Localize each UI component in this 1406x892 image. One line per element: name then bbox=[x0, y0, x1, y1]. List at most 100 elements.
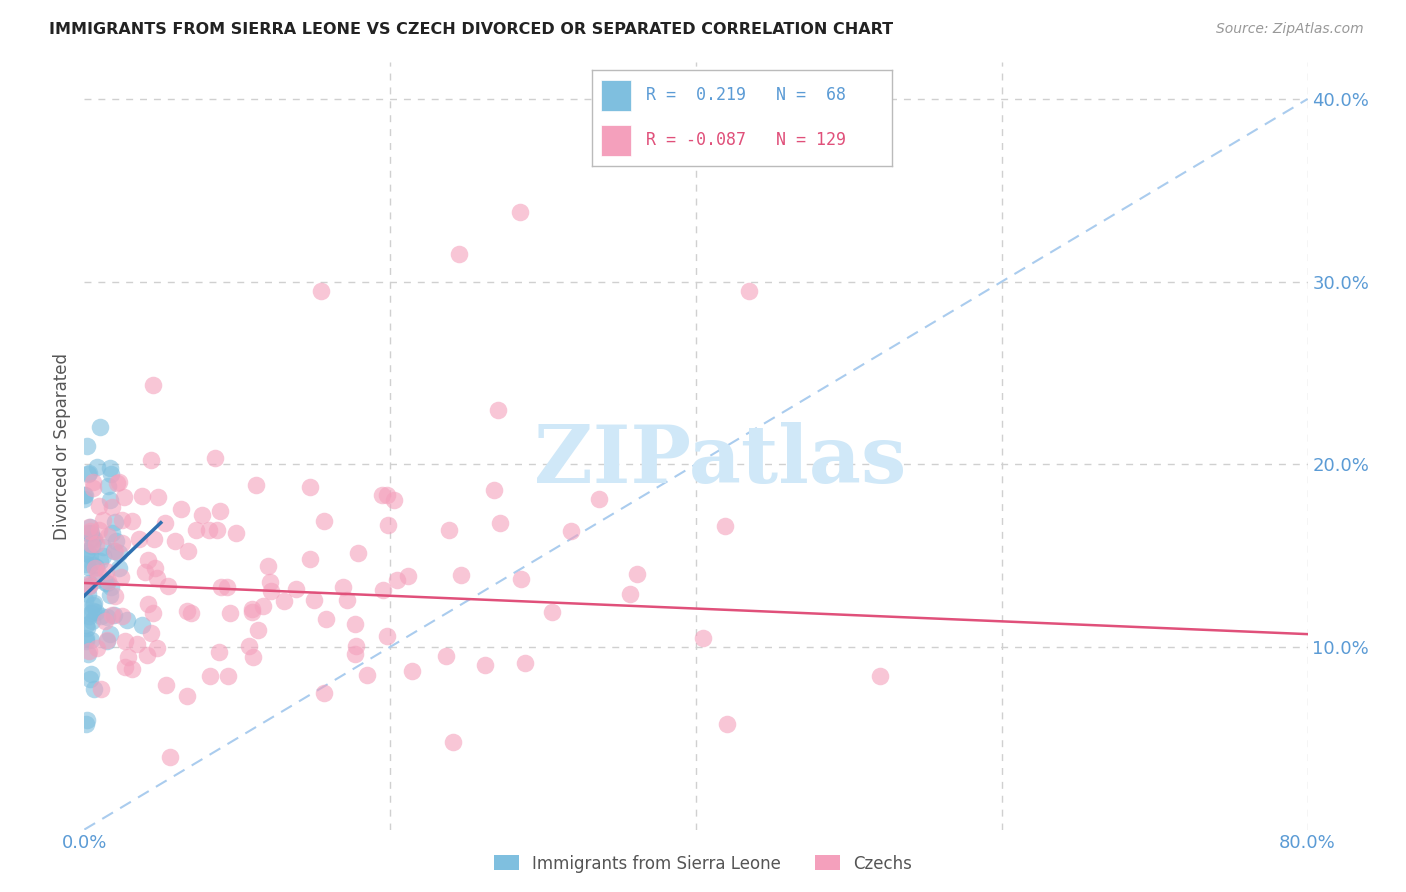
Point bbox=[176, 689, 198, 703]
Point bbox=[209, 503, 232, 517]
Point bbox=[111, 536, 134, 550]
Point bbox=[86, 537, 108, 551]
Point bbox=[198, 523, 221, 537]
Point bbox=[107, 475, 129, 490]
Point bbox=[107, 545, 129, 559]
Point bbox=[84, 560, 107, 574]
Point bbox=[302, 592, 325, 607]
Point bbox=[97, 529, 120, 543]
Point bbox=[384, 492, 406, 507]
Point bbox=[89, 554, 111, 568]
Point bbox=[240, 602, 263, 616]
Point bbox=[79, 524, 101, 539]
Point bbox=[80, 537, 103, 551]
Point bbox=[155, 516, 177, 531]
Point bbox=[96, 633, 118, 648]
Point bbox=[155, 678, 177, 692]
Point bbox=[139, 626, 162, 640]
Text: ZIPatlas: ZIPatlas bbox=[534, 422, 907, 500]
Point bbox=[98, 627, 121, 641]
Point bbox=[112, 490, 135, 504]
Point bbox=[103, 543, 125, 558]
Point bbox=[80, 539, 103, 553]
Point bbox=[626, 567, 648, 582]
Point bbox=[104, 544, 127, 558]
Point bbox=[79, 576, 101, 591]
Point bbox=[121, 514, 143, 528]
Point bbox=[90, 681, 112, 696]
Point bbox=[89, 419, 111, 434]
Point bbox=[121, 662, 143, 676]
Point bbox=[114, 633, 136, 648]
Text: IMMIGRANTS FROM SIERRA LEONE VS CZECH DIVORCED OR SEPARATED CORRELATION CHART: IMMIGRANTS FROM SIERRA LEONE VS CZECH DI… bbox=[49, 22, 893, 37]
Point bbox=[100, 581, 122, 595]
Point bbox=[131, 618, 153, 632]
Point bbox=[105, 475, 128, 490]
Point bbox=[90, 608, 112, 623]
Point bbox=[80, 525, 103, 540]
Point bbox=[447, 247, 470, 261]
Point bbox=[474, 658, 496, 673]
Point bbox=[117, 649, 139, 664]
Point bbox=[252, 599, 274, 613]
Point bbox=[716, 717, 738, 731]
Point bbox=[401, 664, 423, 678]
Point bbox=[257, 559, 280, 574]
Point bbox=[343, 617, 366, 632]
Point bbox=[541, 605, 564, 619]
Point bbox=[77, 647, 100, 661]
Point bbox=[83, 532, 105, 546]
Point bbox=[75, 633, 97, 648]
Point bbox=[82, 604, 104, 618]
Point bbox=[157, 579, 180, 593]
Point bbox=[75, 546, 97, 560]
Point bbox=[245, 478, 267, 492]
Point bbox=[513, 656, 536, 670]
Point bbox=[163, 533, 186, 548]
Point bbox=[371, 583, 394, 598]
Point bbox=[96, 634, 118, 648]
Point bbox=[79, 549, 101, 563]
Point bbox=[198, 669, 221, 683]
Point bbox=[76, 439, 98, 453]
Point bbox=[242, 649, 264, 664]
Point bbox=[79, 606, 101, 620]
Point bbox=[738, 284, 761, 298]
Point bbox=[82, 481, 104, 495]
Point bbox=[215, 580, 238, 594]
Point bbox=[76, 713, 98, 727]
Point bbox=[142, 378, 165, 392]
Point bbox=[75, 618, 97, 632]
Point bbox=[94, 614, 117, 628]
Point bbox=[356, 668, 378, 682]
Point bbox=[560, 524, 582, 539]
Point bbox=[488, 516, 510, 531]
Point bbox=[336, 593, 359, 607]
Point bbox=[347, 546, 370, 560]
Point bbox=[101, 525, 124, 540]
Point bbox=[131, 489, 153, 503]
Point bbox=[110, 608, 132, 623]
Point bbox=[311, 284, 333, 298]
Point bbox=[80, 531, 103, 545]
Point bbox=[869, 669, 891, 683]
Point bbox=[509, 205, 531, 219]
Point bbox=[98, 461, 121, 475]
Point bbox=[104, 533, 127, 548]
Point bbox=[77, 467, 100, 481]
Point bbox=[97, 479, 120, 493]
Point bbox=[240, 605, 263, 619]
Point bbox=[76, 621, 98, 635]
Point bbox=[79, 672, 101, 686]
Point bbox=[136, 648, 159, 662]
Legend: Immigrants from Sierra Leone, Czechs: Immigrants from Sierra Leone, Czechs bbox=[488, 848, 918, 880]
Point bbox=[77, 609, 100, 624]
Point bbox=[588, 491, 610, 506]
Point bbox=[76, 543, 98, 558]
Point bbox=[247, 623, 270, 637]
Point bbox=[73, 492, 96, 507]
Point bbox=[104, 589, 127, 603]
Point bbox=[87, 499, 110, 513]
Point bbox=[77, 578, 100, 592]
Point bbox=[79, 632, 101, 647]
